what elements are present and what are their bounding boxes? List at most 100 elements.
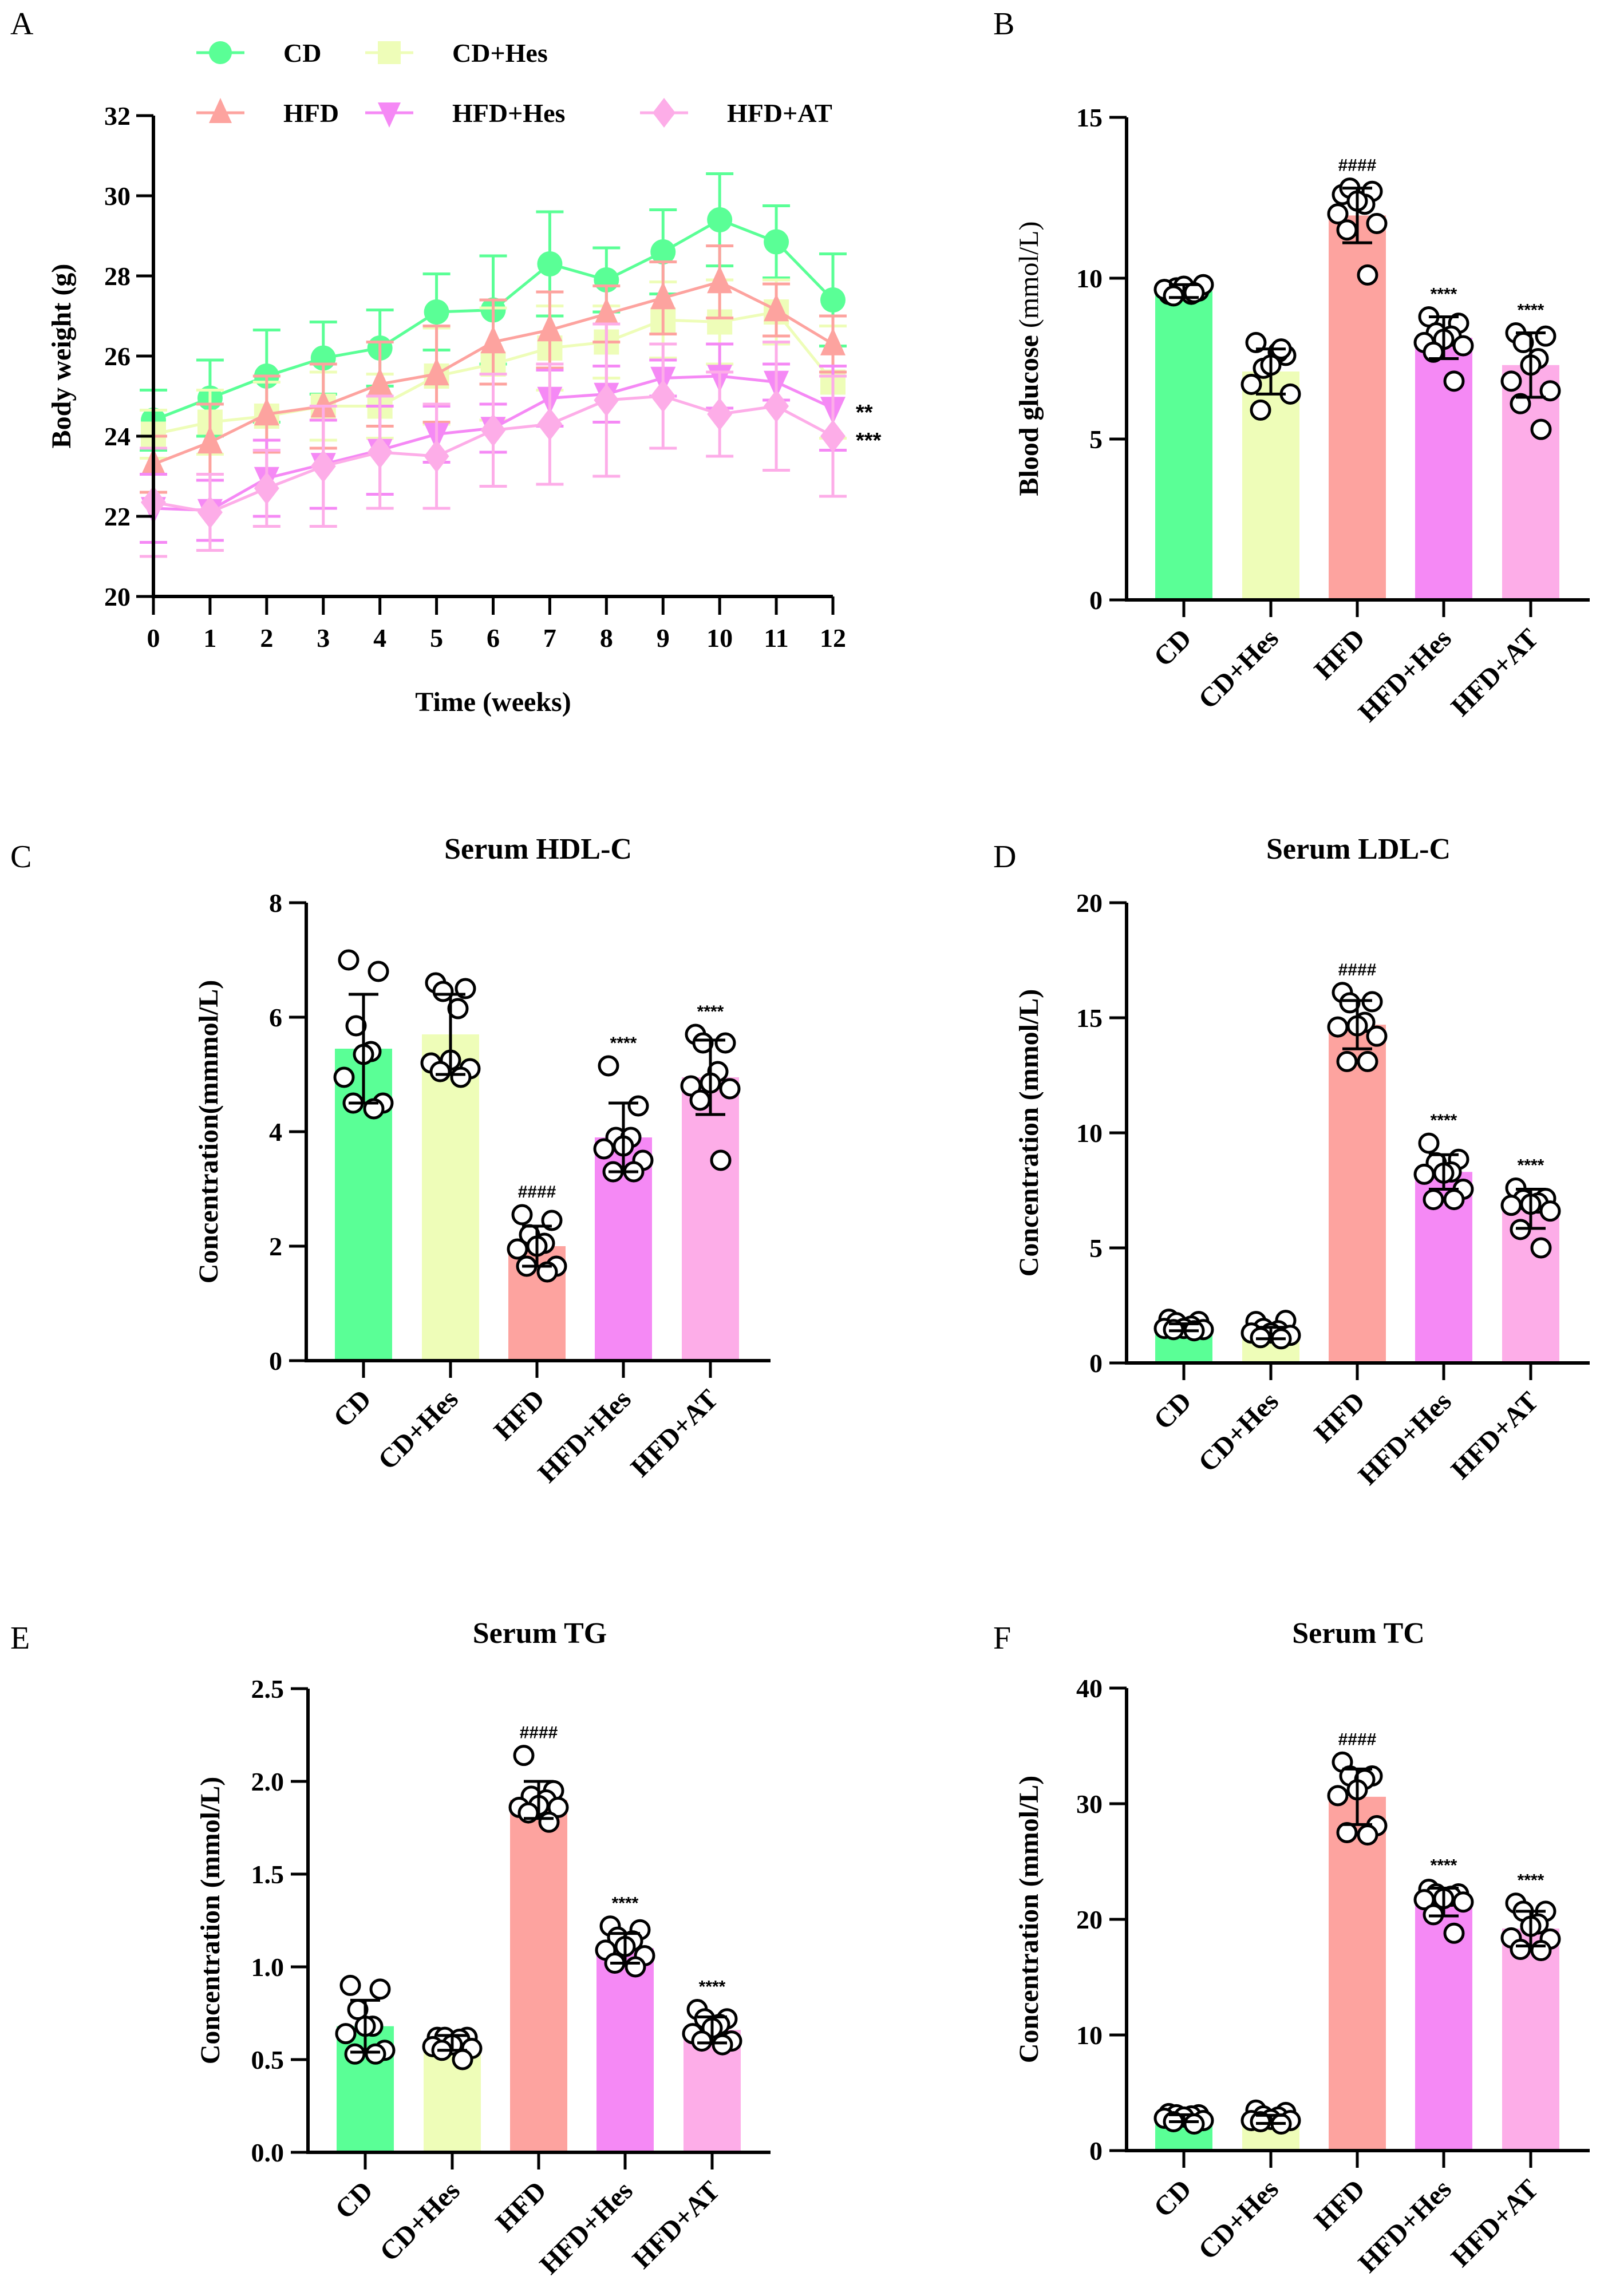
bar-hfd-at — [682, 1077, 739, 1361]
y-axis-label-main: Concentration (mmol/L) — [1014, 1776, 1044, 2064]
y-tick-label: 0.0 — [251, 2138, 285, 2167]
panel-label: A — [10, 6, 34, 42]
significance-label: **** — [699, 1978, 726, 1997]
marker-triangle-up — [197, 425, 223, 454]
data-point — [593, 1138, 615, 1160]
y-tick-label: 1.0 — [251, 1953, 285, 1982]
x-tick-label: 12 — [820, 623, 846, 653]
data-point — [1245, 331, 1267, 353]
legend-label: HFD+Hes — [452, 98, 565, 128]
x-tick-label: HFD+AT — [1445, 623, 1544, 722]
x-tick-label: CD+Hes — [372, 1384, 464, 1476]
data-point — [1327, 1016, 1349, 1038]
marker-diamond — [594, 384, 619, 417]
x-tick-label: HFD+Hes — [534, 2175, 639, 2280]
y-tick-label: 0 — [1089, 1349, 1103, 1378]
significance-label: **** — [1518, 1871, 1544, 1890]
x-tick-label: 3 — [317, 623, 330, 653]
panel-label: C — [10, 839, 31, 875]
x-tick-label: 1 — [203, 623, 216, 653]
marker-diamond — [537, 408, 563, 441]
significance-label: **** — [1518, 301, 1544, 320]
significance-label: **** — [1518, 1156, 1544, 1175]
significance-label: #### — [1338, 156, 1377, 175]
y-tick-label: 32 — [104, 101, 131, 131]
marker-triangle-up — [209, 98, 232, 123]
data-point — [1452, 335, 1474, 357]
marker-triangle-up — [594, 297, 619, 326]
significance-label: ** — [856, 401, 873, 425]
x-tick-label: HFD — [1309, 1386, 1371, 1448]
y-axis-label-main: Concentration (mmol/L) — [195, 1777, 226, 2065]
panel-label: B — [993, 6, 1014, 42]
marker-circle — [707, 207, 733, 232]
data-point — [1183, 2113, 1205, 2135]
data-point — [1443, 370, 1465, 392]
x-tick-label: HFD+Hes — [532, 1384, 637, 1488]
y-tick-label: 4 — [269, 1117, 282, 1147]
data-point — [692, 1032, 714, 1054]
y-axis-label: Concentration (mmol/L) — [1014, 989, 1044, 1277]
panel-D: D Serum LDL-C Concentration (mmol/L) #### **… — [993, 833, 1590, 1491]
marker-diamond — [310, 449, 336, 483]
y-tick-label: 20 — [104, 582, 131, 611]
data-point — [1183, 282, 1205, 303]
legend-item: CD+Hes — [365, 38, 548, 68]
data-point — [1510, 1939, 1531, 1961]
y-tick-label: 5 — [1089, 1234, 1103, 1263]
data-point — [511, 1204, 533, 1226]
x-tick-label: CD — [329, 2175, 378, 2224]
y-tick-label: 28 — [104, 262, 131, 291]
data-point — [689, 1089, 711, 1111]
data-point — [538, 1811, 560, 1833]
x-tick-label: HFD+Hes — [1353, 1386, 1457, 1491]
significance-label: #### — [1338, 1730, 1377, 1749]
marker-circle — [537, 251, 563, 276]
y-tick-label: 2 — [269, 1232, 282, 1261]
data-point — [1530, 1940, 1552, 1962]
y-tick-label: 22 — [104, 502, 131, 531]
y-tick-label: 40 — [1076, 1674, 1103, 1703]
panel-label: F — [993, 1621, 1011, 1656]
x-tick-label: 11 — [764, 623, 788, 653]
bar-cd-hes — [422, 1034, 479, 1361]
data-point — [507, 1238, 528, 1260]
marker-triangle-up — [820, 327, 846, 355]
y-axis-label: Blood glucose (mmol/L) — [1014, 221, 1044, 496]
y-axis-label-main: Concentration (mmol/L) — [1014, 989, 1044, 1277]
y-tick-label: 0.5 — [251, 2045, 285, 2074]
data-point — [1530, 1237, 1552, 1259]
y-tick-label: 15 — [1076, 1003, 1103, 1033]
marker-diamond — [764, 389, 789, 423]
data-point — [1339, 992, 1361, 1014]
data-point — [365, 2043, 386, 2065]
marker-triangle-up — [310, 389, 336, 418]
significance-label: **** — [610, 1034, 637, 1053]
x-tick-label: CD+Hes — [1192, 1386, 1285, 1478]
marker-square — [378, 41, 401, 64]
chart-title: Serum LDL-C — [1266, 833, 1451, 866]
data-point — [1163, 285, 1184, 307]
x-tick-label: HFD+Hes — [1353, 623, 1457, 728]
data-point — [1357, 1824, 1378, 1846]
data-point — [627, 1095, 649, 1117]
data-point — [547, 1796, 569, 1818]
panel-F: F Serum TC Concentration (mmol/L) #### **** *… — [993, 1617, 1590, 2278]
data-point — [432, 981, 454, 1002]
marker-diamond — [424, 440, 449, 473]
marker-circle — [650, 239, 676, 264]
marker-diamond — [653, 98, 675, 128]
bar-hfd-hes — [1415, 1902, 1472, 2151]
data-point — [447, 998, 469, 1019]
data-point — [368, 961, 389, 982]
significance-label: #### — [1338, 961, 1377, 979]
legend-label: HFD+AT — [727, 98, 832, 128]
x-tick-label: CD+Hes — [374, 2175, 466, 2267]
x-tick-label: HFD+AT — [1445, 2174, 1544, 2273]
x-tick-label: HFD+Hes — [1353, 2174, 1457, 2278]
panel-label: E — [10, 1621, 30, 1656]
data-point — [452, 2049, 473, 2070]
legend-label: CD — [283, 38, 321, 68]
y-tick-label: 20 — [1076, 888, 1103, 918]
data-point — [1413, 1163, 1435, 1185]
